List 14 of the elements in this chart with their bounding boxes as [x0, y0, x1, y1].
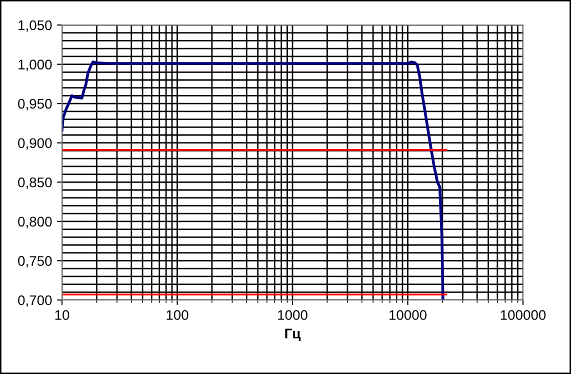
x-tick-label: 100	[166, 310, 188, 320]
y-tick-label: 1,000	[18, 60, 52, 72]
y-tick-label: 0,800	[18, 216, 52, 228]
x-tick-label: 1000	[278, 310, 308, 320]
y-tick-label: 1,050	[18, 20, 52, 32]
x-axis-title: Гц	[285, 328, 301, 342]
x-tick-label: 10000	[390, 310, 427, 320]
x-tick-label: 100000	[500, 310, 546, 320]
y-tick-label: 0,850	[18, 177, 52, 189]
y-tick-label: 0,750	[18, 256, 52, 268]
y-tick-label: 0,700	[18, 295, 52, 307]
y-tick-label: 0,950	[18, 98, 52, 110]
x-tick-label: 10	[55, 310, 70, 320]
y-tick-label: 0,900	[18, 138, 52, 150]
